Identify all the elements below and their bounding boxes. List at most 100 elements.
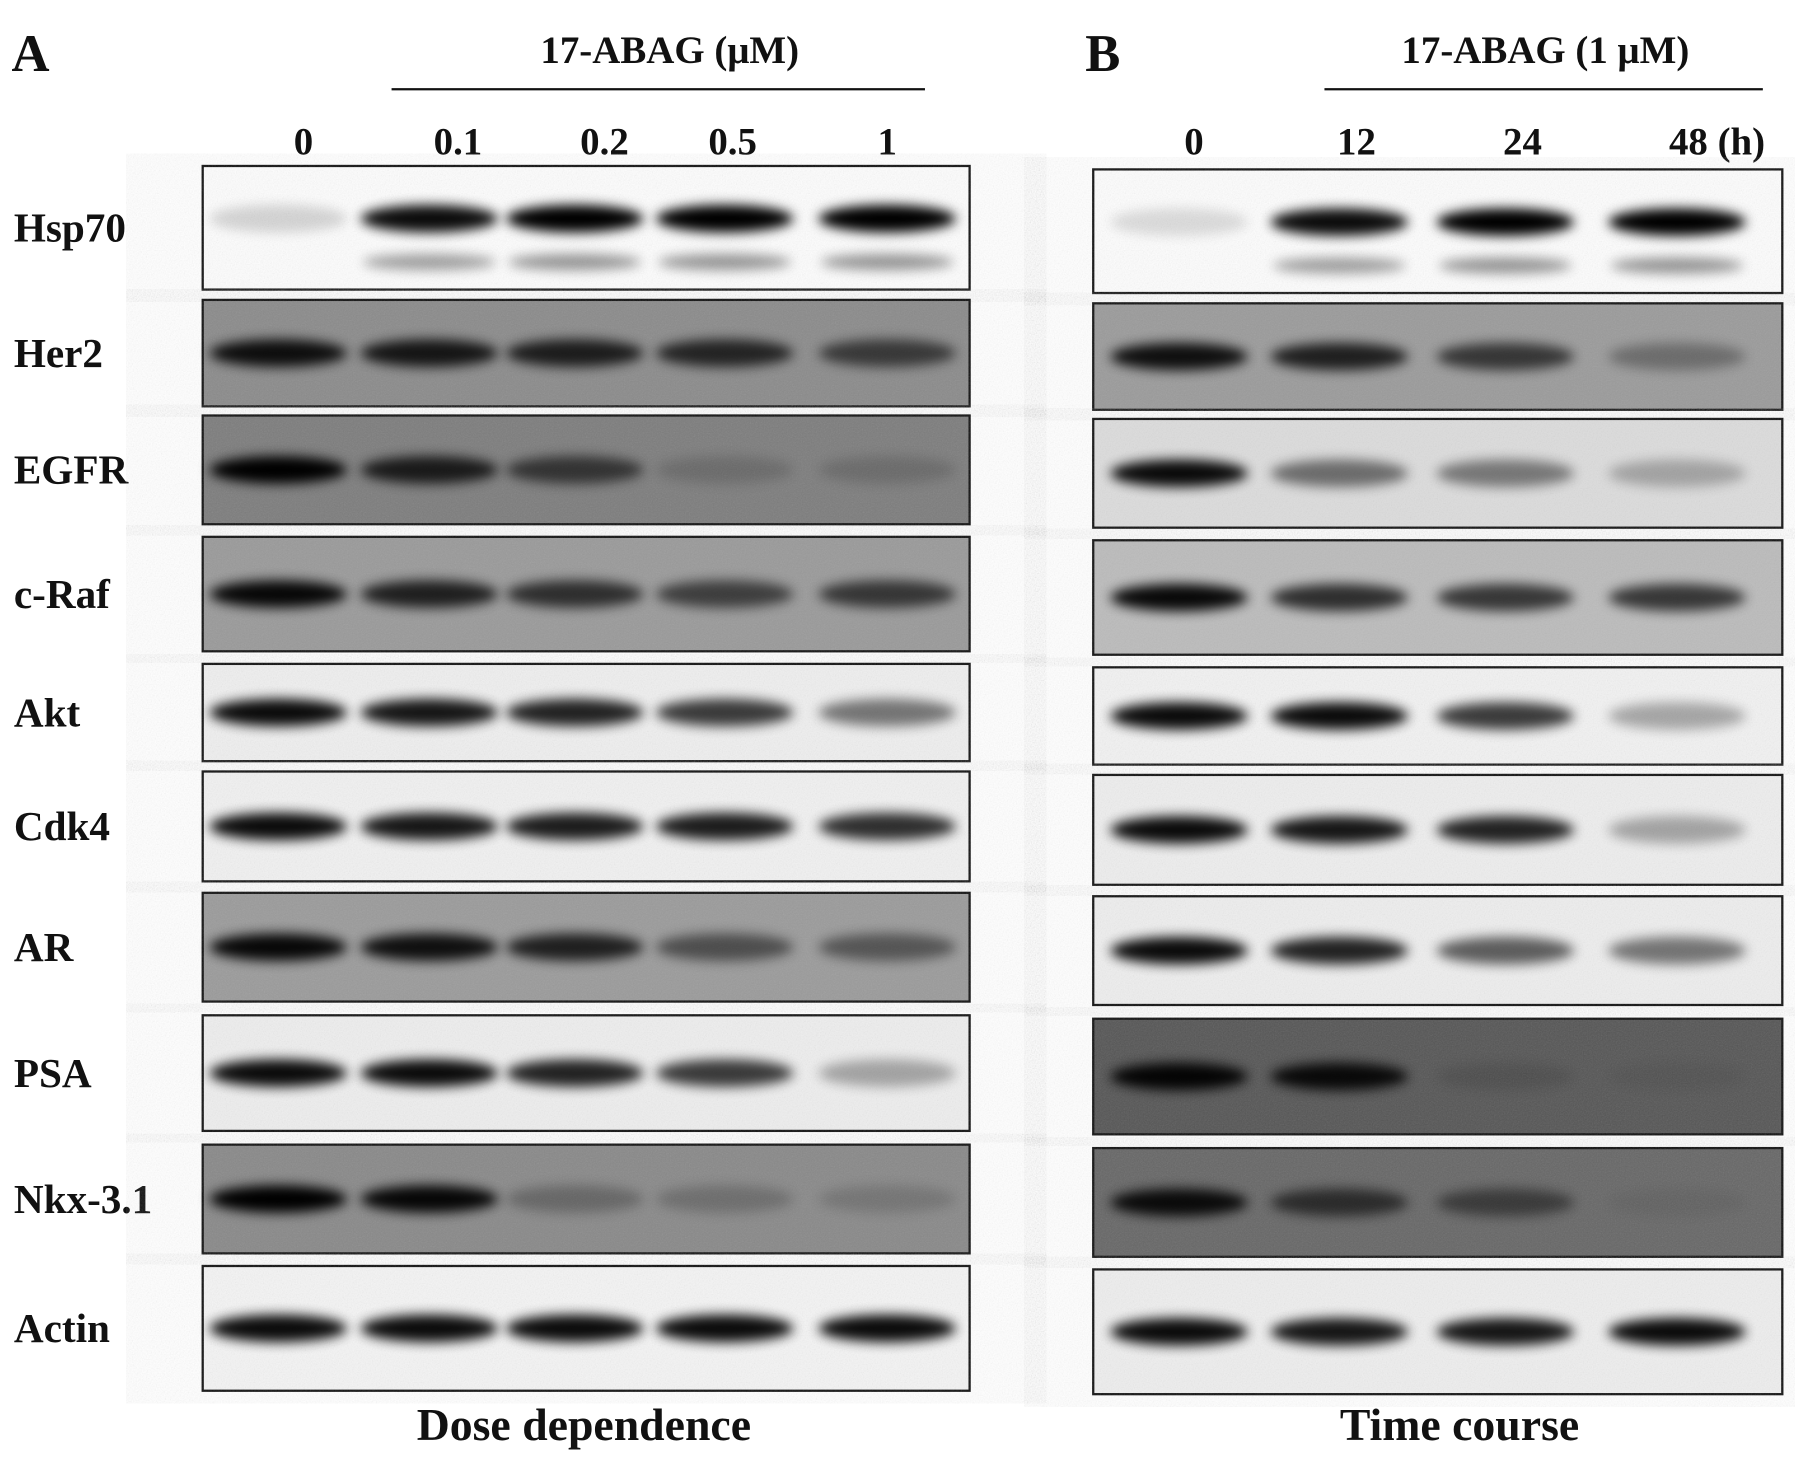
band <box>360 933 499 961</box>
band <box>1110 208 1248 236</box>
panel-a-treatment-header: 17-ABAG (μM) <box>540 29 799 72</box>
band <box>1270 936 1409 965</box>
blot-b-row <box>1092 773 1784 886</box>
band <box>1608 459 1746 488</box>
panel-b-treatment-header: 17-ABAG (1 μM) <box>1401 29 1689 72</box>
band <box>1608 1062 1746 1091</box>
band <box>655 812 794 841</box>
band <box>1436 342 1574 371</box>
band <box>818 1059 956 1087</box>
band <box>506 204 644 233</box>
band <box>209 456 347 484</box>
lane-label: 24 <box>1503 121 1542 164</box>
panel-b-caption: Time course <box>1340 1399 1579 1450</box>
band <box>360 339 499 367</box>
lane-label: 12 <box>1337 121 1376 164</box>
lane-label: 0 <box>294 121 313 164</box>
band <box>1270 208 1409 236</box>
blot-b-row <box>1092 1017 1784 1136</box>
band <box>1436 1062 1574 1091</box>
protein-label: Nkx-3.1 <box>14 1176 152 1222</box>
band <box>655 1314 794 1343</box>
band <box>1608 342 1746 371</box>
lane-label: 48 (h) <box>1669 121 1765 164</box>
band <box>506 698 644 727</box>
blot-b-row <box>1092 666 1784 766</box>
blot-a-row <box>201 414 971 526</box>
band <box>506 1185 644 1213</box>
blot-b-row <box>1092 539 1784 656</box>
band <box>360 456 499 484</box>
band <box>820 254 954 271</box>
band <box>360 1059 499 1087</box>
band <box>1436 816 1574 844</box>
band <box>1270 1062 1409 1091</box>
band <box>360 698 499 727</box>
lane-label: 0.1 <box>434 121 483 164</box>
band <box>1436 583 1574 612</box>
band <box>1610 257 1744 274</box>
band <box>655 580 794 608</box>
band <box>1436 459 1574 488</box>
band <box>1270 702 1409 730</box>
blot-a-row <box>201 1264 971 1392</box>
band <box>1110 583 1248 612</box>
band <box>1608 583 1746 612</box>
lane-label: 0.2 <box>580 121 629 164</box>
blot-a-row <box>201 662 971 763</box>
band <box>209 580 347 608</box>
band <box>1608 208 1746 236</box>
band <box>1110 1318 1248 1346</box>
lane-label: 0.5 <box>708 121 757 164</box>
band <box>1270 1318 1409 1346</box>
band <box>1110 342 1248 371</box>
band <box>506 339 644 367</box>
band <box>209 1059 347 1087</box>
band <box>1110 816 1248 844</box>
panel-a-caption: Dose dependence <box>417 1399 751 1450</box>
band <box>818 580 956 608</box>
band <box>1110 1062 1248 1091</box>
protein-label: PSA <box>14 1050 92 1096</box>
band <box>818 1185 956 1213</box>
band <box>508 254 642 271</box>
blot-a-row <box>201 1143 971 1255</box>
panel-b-label: B <box>1085 25 1120 83</box>
blot-a-row <box>201 891 971 1003</box>
band <box>655 698 794 727</box>
lane-label: 0 <box>1184 121 1203 164</box>
band <box>360 812 499 841</box>
band <box>506 456 644 484</box>
band <box>1608 702 1746 730</box>
band <box>209 698 347 727</box>
band <box>1110 459 1248 488</box>
band <box>360 204 499 233</box>
band <box>506 812 644 841</box>
band <box>209 1314 347 1343</box>
band <box>818 339 956 367</box>
band <box>818 204 956 233</box>
band <box>818 812 956 841</box>
band <box>1110 702 1248 730</box>
band <box>658 254 792 271</box>
protein-label: Her2 <box>14 330 103 376</box>
band <box>1608 1318 1746 1346</box>
band <box>818 698 956 727</box>
band <box>1436 208 1574 236</box>
protein-label: Akt <box>14 689 81 735</box>
band <box>506 580 644 608</box>
band <box>1110 1188 1248 1217</box>
band <box>1608 816 1746 844</box>
blot-a-row <box>201 164 971 291</box>
blot-a-row <box>201 298 971 408</box>
protein-label: Hsp70 <box>14 205 126 251</box>
band <box>1436 702 1574 730</box>
band <box>1270 459 1409 488</box>
band <box>1272 257 1406 274</box>
protein-label: Actin <box>14 1305 110 1351</box>
blot-a-row <box>201 1014 971 1133</box>
band <box>818 456 956 484</box>
band <box>655 339 794 367</box>
band <box>655 1185 794 1213</box>
band <box>655 456 794 484</box>
